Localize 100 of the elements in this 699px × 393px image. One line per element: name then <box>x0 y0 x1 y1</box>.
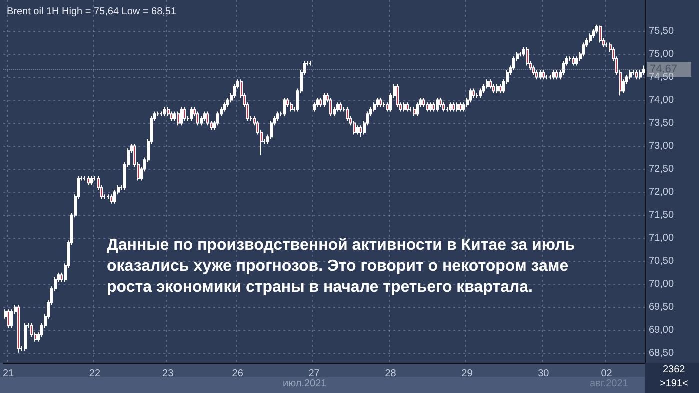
candlestick <box>226 97 229 108</box>
candlestick <box>486 79 489 90</box>
y-tick-label: 73,00 <box>649 140 674 152</box>
candlestick <box>589 33 592 44</box>
candlestick <box>323 92 326 108</box>
y-tick-label: 70,00 <box>649 278 674 290</box>
candlestick <box>582 42 585 58</box>
candlestick <box>173 111 176 122</box>
candlestick <box>177 111 180 126</box>
text: >191< <box>660 378 689 390</box>
candlestick <box>167 106 170 117</box>
candlestick <box>203 111 206 122</box>
candlestick <box>196 111 199 126</box>
candlestick <box>416 102 419 117</box>
candlestick <box>426 102 429 112</box>
y-tick-label: 70,50 <box>649 256 674 267</box>
candlestick <box>329 97 332 117</box>
candlestick <box>24 322 27 352</box>
candlestick <box>406 102 409 112</box>
y-tick-label: 72,50 <box>649 164 674 175</box>
candlestick <box>163 106 166 117</box>
x-tick-label: 02 <box>601 368 613 380</box>
candlestick <box>639 70 642 80</box>
candlestick <box>180 106 183 126</box>
candlestick <box>290 102 293 112</box>
candlestick <box>7 309 10 329</box>
candlestick <box>496 84 499 94</box>
candlestick <box>206 111 209 126</box>
candlestick <box>642 65 645 76</box>
candlestick <box>190 106 193 122</box>
y-tick-label: 71,50 <box>649 210 674 221</box>
candlestick <box>346 106 349 122</box>
candlestick <box>555 70 558 80</box>
x-tick-label: 30 <box>538 368 550 380</box>
candlestick <box>449 102 452 112</box>
candlestick <box>90 176 93 186</box>
candlestick <box>462 102 465 112</box>
y-tick-label: 68,50 <box>649 348 674 359</box>
y-tick-label: 74,00 <box>649 94 674 106</box>
candlestick <box>223 102 226 112</box>
candlestick <box>429 102 432 112</box>
x-tick-label: 27 <box>308 368 320 380</box>
candlestick <box>30 322 33 338</box>
candlestick <box>472 88 475 98</box>
candlestick <box>629 70 632 80</box>
candlestick <box>216 111 219 126</box>
candlestick <box>379 97 382 108</box>
candlestick <box>413 106 416 117</box>
x-tick-label: 26 <box>232 368 244 380</box>
candlestick <box>376 97 379 108</box>
candlestick <box>592 28 595 39</box>
candlestick <box>456 102 459 112</box>
candlestick <box>276 111 279 122</box>
candlestick <box>552 70 555 80</box>
candlestick <box>87 176 90 186</box>
candlestick <box>526 46 529 66</box>
candlestick <box>562 60 565 76</box>
candlestick <box>336 102 339 112</box>
y-tick-label: 71,00 <box>649 232 674 244</box>
candlestick <box>319 97 322 108</box>
y-tick-label: 74,50 <box>649 72 674 83</box>
x-tick-label: 22 <box>89 368 101 380</box>
candlestick <box>183 106 186 122</box>
candlestick <box>459 102 462 112</box>
candlestick <box>479 88 482 98</box>
candlestick <box>482 84 485 94</box>
candlestick <box>113 190 116 204</box>
annotation: Данные по производственной активности в Китае за июль оказались хуже прогнозов. Это говорит о некотором заме роста экономики страны в начале третьего квартала. <box>107 237 576 296</box>
candlestick <box>599 25 602 44</box>
candlestick <box>316 97 319 108</box>
text: 2362 <box>663 364 686 376</box>
candlestick <box>572 56 575 66</box>
candlestick <box>353 120 356 136</box>
candlestick <box>439 97 442 108</box>
candlestick <box>436 97 439 112</box>
candlestick <box>492 84 495 94</box>
candlestick <box>442 102 445 112</box>
candlestick <box>575 56 578 66</box>
y-tick-label: 75,00 <box>649 48 674 60</box>
y-tick-label: 73,50 <box>649 118 674 129</box>
candlestick <box>373 102 376 112</box>
text: июл.2021 <box>283 378 328 390</box>
candlestick <box>396 84 399 108</box>
candlestick <box>359 125 362 138</box>
candlestick <box>499 84 502 94</box>
y-tick-label: 69,50 <box>649 302 674 313</box>
x-tick-label: 28 <box>385 368 397 380</box>
candlestick <box>313 102 316 112</box>
x-tick-label: 23 <box>162 368 174 380</box>
candlestick <box>422 97 425 108</box>
candlestick <box>110 194 113 204</box>
candlestick <box>542 70 545 80</box>
candlestick <box>489 79 492 90</box>
y-tick-label: 75,50 <box>649 26 674 37</box>
y-tick-label: 69,00 <box>649 324 674 336</box>
x-tick-label: 21 <box>2 368 15 380</box>
x-tick-label: 29 <box>462 368 474 380</box>
candlestick <box>200 116 203 126</box>
candlestick <box>532 65 535 76</box>
candlestick <box>233 84 236 98</box>
